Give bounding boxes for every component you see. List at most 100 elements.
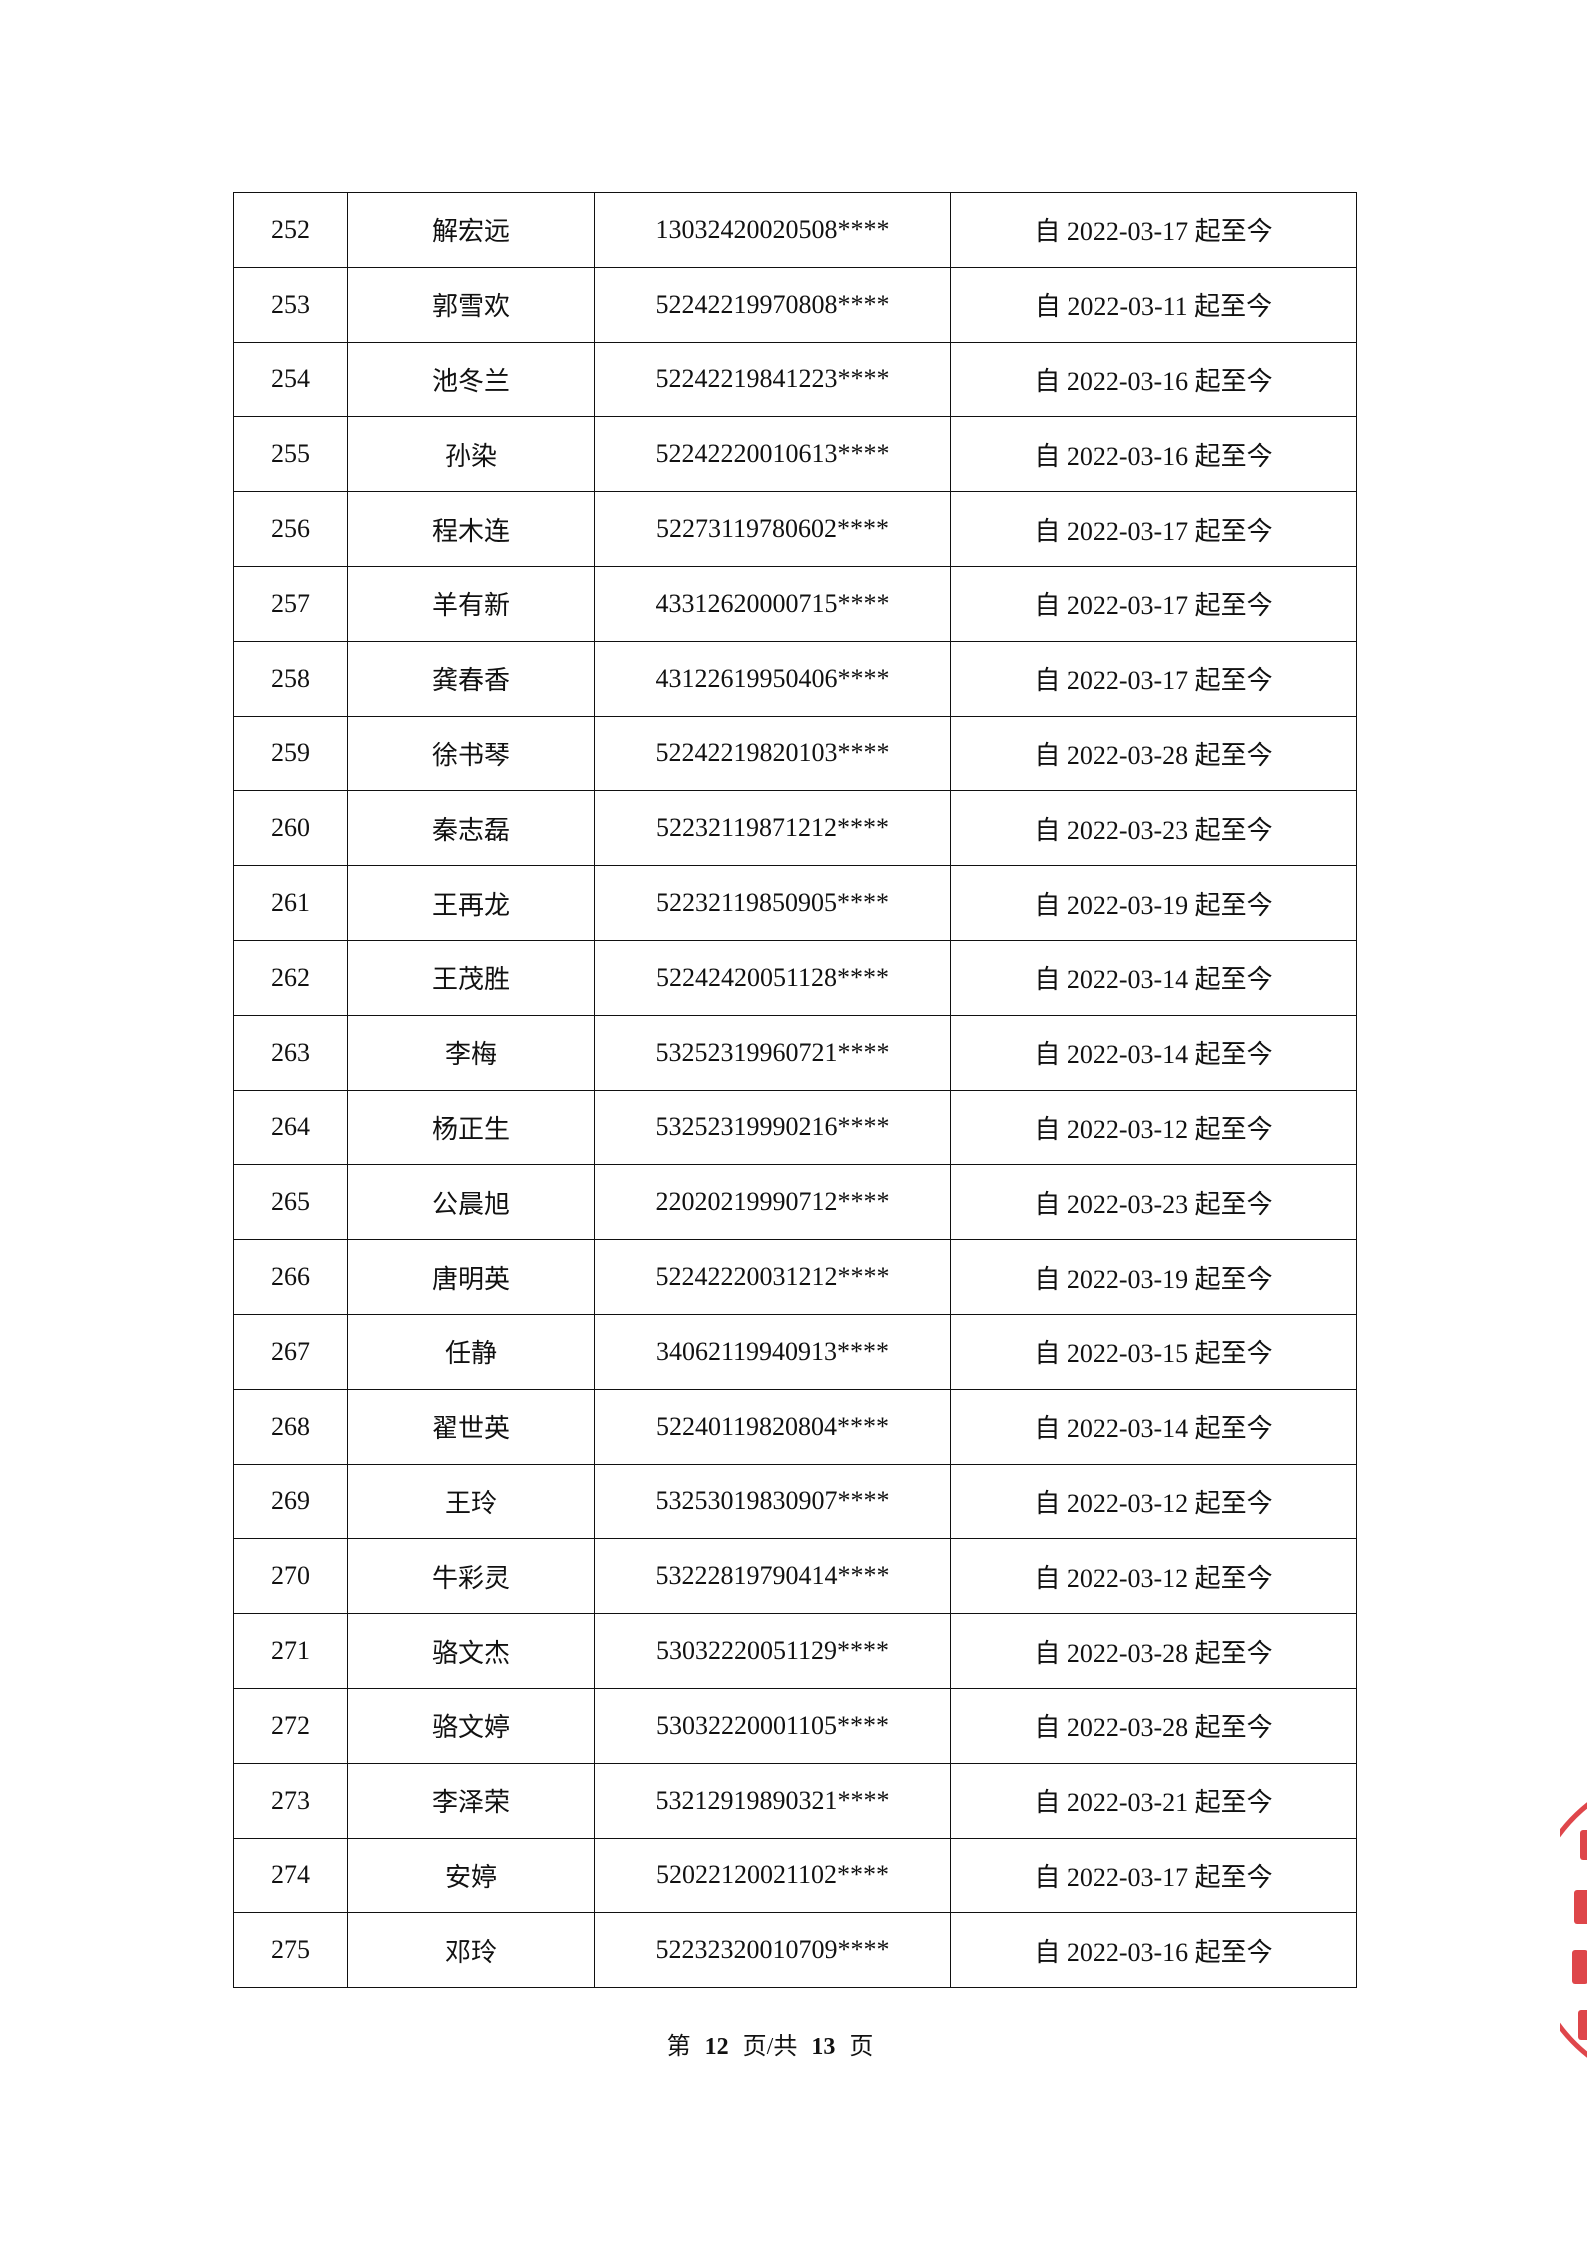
id-number-cell: 53032220051129**** [594,1613,951,1689]
row-number-cell: 259 [233,715,348,792]
table-row: 258 龚春香 43122619950406**** 自 2022-03-17 起至今 [233,640,1357,717]
row-number-cell: 264 [233,1089,348,1166]
row-number-cell: 274 [233,1837,348,1914]
row-number-cell: 271 [233,1613,348,1689]
table-row: 262 王茂胜 52242420051128**** 自 2022-03-14 起至今 [233,939,1357,1016]
person-name-cell: 安婷 [347,1837,595,1914]
table-row: 275 邓玲 52232320010709**** 自 2022-03-16 起至今 [233,1912,1357,1989]
person-name-cell: 徐书琴 [347,715,595,792]
total-pages: 13 [811,2034,836,2060]
person-name-cell: 池冬兰 [347,341,595,418]
id-number-cell: 53252319960721**** [594,1014,951,1091]
table-row: 271 骆文杰 53032220051129**** 自 2022-03-28 起至今 [233,1613,1357,1689]
page-footer: 第 12 页/共 13 页 [0,2026,1540,2061]
person-name-cell: 李梅 [347,1014,595,1091]
row-number-cell: 258 [233,640,348,717]
person-name-cell: 解宏远 [347,192,595,268]
period-cell: 自 2022-03-28 起至今 [950,715,1357,792]
row-number-cell: 266 [233,1239,348,1315]
id-number-cell: 43122619950406**** [594,640,951,717]
table-row: 270 牛彩灵 53222819790414**** 自 2022-03-12 起至今 [233,1538,1357,1615]
period-cell: 自 2022-03-28 起至今 [950,1613,1357,1689]
id-number-cell: 34062119940913**** [594,1313,951,1390]
row-number-cell: 254 [233,341,348,418]
person-name-cell: 秦志磊 [347,790,595,867]
period-cell: 自 2022-03-17 起至今 [950,192,1357,268]
row-number-cell: 267 [233,1313,348,1390]
period-cell: 自 2022-03-17 起至今 [950,640,1357,717]
period-cell: 自 2022-03-14 起至今 [950,939,1357,1016]
footer-prefix: 第 [666,2034,691,2060]
period-cell: 自 2022-03-28 起至今 [950,1687,1357,1764]
person-name-cell: 孙染 [347,416,595,493]
person-name-cell: 任静 [347,1313,595,1390]
id-number-cell: 52232320010709**** [594,1912,951,1989]
person-name-cell: 郭雪欢 [347,266,595,343]
id-number-cell: 53252319990216**** [594,1089,951,1166]
person-name-cell: 骆文杰 [347,1613,595,1689]
period-cell: 自 2022-03-12 起至今 [950,1538,1357,1615]
period-cell: 自 2022-03-14 起至今 [950,1388,1357,1465]
period-cell: 自 2022-03-16 起至今 [950,1912,1357,1989]
table-row: 257 羊有新 43312620000715**** 自 2022-03-17 起至今 [233,565,1357,642]
table-row: 260 秦志磊 52232119871212**** 自 2022-03-23 起至今 [233,790,1357,867]
row-number-cell: 265 [233,1164,348,1241]
period-cell: 自 2022-03-12 起至今 [950,1463,1357,1540]
period-cell: 自 2022-03-15 起至今 [950,1313,1357,1390]
person-name-cell: 杨正生 [347,1089,595,1166]
table-row: 263 李梅 53252319960721**** 自 2022-03-14 起至今 [233,1014,1357,1091]
row-number-cell: 273 [233,1762,348,1839]
table-row: 267 任静 34062119940913**** 自 2022-03-15 起至今 [233,1313,1357,1390]
id-number-cell: 22020219990712**** [594,1164,951,1241]
id-number-cell: 53253019830907**** [594,1463,951,1540]
person-name-cell: 李泽荣 [347,1762,595,1839]
period-cell: 自 2022-03-19 起至今 [950,1239,1357,1315]
person-name-cell: 龚春香 [347,640,595,717]
period-cell: 自 2022-03-19 起至今 [950,865,1357,941]
person-name-cell: 骆文婷 [347,1687,595,1764]
row-number-cell: 255 [233,416,348,493]
period-cell: 自 2022-03-16 起至今 [950,341,1357,418]
row-number-cell: 268 [233,1388,348,1465]
table-row: 268 翟世英 52240119820804**** 自 2022-03-14 起至今 [233,1388,1357,1465]
row-number-cell: 275 [233,1912,348,1989]
table-row: 254 池冬兰 52242219841223**** 自 2022-03-16 起至今 [233,341,1357,418]
person-name-cell: 王玲 [347,1463,595,1540]
period-cell: 自 2022-03-14 起至今 [950,1014,1357,1091]
period-cell: 自 2022-03-12 起至今 [950,1089,1357,1166]
id-number-cell: 52022120021102**** [594,1837,951,1914]
period-cell: 自 2022-03-23 起至今 [950,1164,1357,1241]
id-number-cell: 52232119850905**** [594,865,951,941]
id-number-cell: 52232119871212**** [594,790,951,867]
table-row: 259 徐书琴 52242219820103**** 自 2022-03-28 起至今 [233,715,1357,792]
row-number-cell: 270 [233,1538,348,1615]
row-number-cell: 252 [233,192,348,268]
id-number-cell: 52242219970808**** [594,266,951,343]
row-number-cell: 261 [233,865,348,941]
table-row: 274 安婷 52022120021102**** 自 2022-03-17 起至今 [233,1837,1357,1914]
table-row: 261 王再龙 52232119850905**** 自 2022-03-19 起至今 [233,865,1357,941]
id-number-cell: 13032420020508**** [594,192,951,268]
footer-suffix: 页 [849,2034,874,2060]
table-row: 273 李泽荣 53212919890321**** 自 2022-03-21 起至今 [233,1762,1357,1839]
table-row: 255 孙染 52242220010613**** 自 2022-03-16 起至今 [233,416,1357,493]
id-number-cell: 53222819790414**** [594,1538,951,1615]
official-seal-partial [1560,1802,1587,2058]
row-number-cell: 260 [233,790,348,867]
id-number-cell: 52242219841223**** [594,341,951,418]
table-row: 265 公晨旭 22020219990712**** 自 2022-03-23 起至今 [233,1164,1357,1241]
id-number-cell: 43312620000715**** [594,565,951,642]
person-name-cell: 唐明英 [347,1239,595,1315]
id-number-cell: 52242220010613**** [594,416,951,493]
period-cell: 自 2022-03-11 起至今 [950,266,1357,343]
id-number-cell: 53032220001105**** [594,1687,951,1764]
person-name-cell: 公晨旭 [347,1164,595,1241]
row-number-cell: 253 [233,266,348,343]
table-row: 264 杨正生 53252319990216**** 自 2022-03-12 起至今 [233,1089,1357,1166]
row-number-cell: 269 [233,1463,348,1540]
person-name-cell: 牛彩灵 [347,1538,595,1615]
table-row: 253 郭雪欢 52242219970808**** 自 2022-03-11 起至今 [233,266,1357,343]
row-number-cell: 272 [233,1687,348,1764]
period-cell: 自 2022-03-17 起至今 [950,1837,1357,1914]
table-row: 266 唐明英 52242220031212**** 自 2022-03-19 起至今 [233,1239,1357,1315]
